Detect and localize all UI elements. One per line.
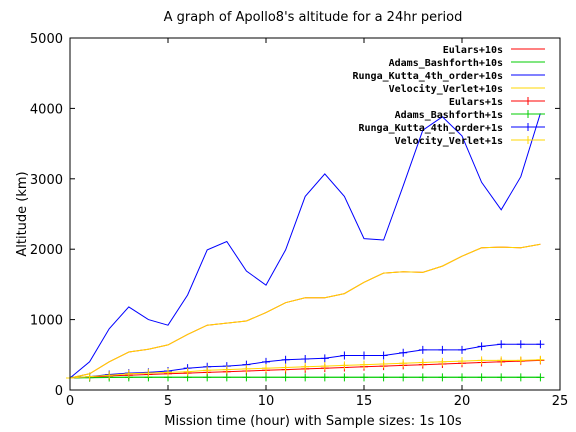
data-point-adams-bashforth-1s: [301, 373, 310, 382]
data-point-velocity-verlet-1s: [340, 361, 349, 370]
data-point-velocity-verlet-1s: [164, 368, 172, 377]
x-tick-label: 0: [66, 394, 74, 409]
legend: Eulars+10s Adams_Bashforth+10s Runga_Kutta…: [352, 45, 545, 147]
data-point-adams-bashforth-1s: [516, 373, 525, 382]
data-point-adams-bashforth-1s: [418, 373, 427, 382]
legend-label: Runga_Kutta_4th_order+10s: [352, 71, 503, 82]
legend-marker: [524, 136, 532, 144]
y-axis-label: Altitude (km): [15, 171, 30, 256]
data-point-adams-bashforth-1s: [281, 373, 290, 382]
data-point-velocity-verlet-1s: [458, 357, 466, 366]
data-point-adams-bashforth-1s: [379, 373, 388, 382]
data-point-velocity-verlet-1s: [262, 364, 270, 373]
data-point-adams-bashforth-1s: [340, 373, 349, 382]
data-point-velocity-verlet-1s: [301, 362, 310, 371]
data-point-velocity-verlet-1s: [536, 355, 545, 364]
data-point-velocity-verlet-1s: [242, 364, 251, 373]
data-point-adams-bashforth-1s: [536, 373, 545, 382]
data-point-velocity-verlet-1s: [477, 356, 486, 365]
data-point-velocity-verlet-1s: [516, 356, 525, 365]
series-line-runga-kutta-4th-order-10s: [69, 113, 541, 379]
y-tick-label: 5000: [30, 32, 63, 47]
y-tick-label: 1000: [30, 314, 63, 329]
data-point-adams-bashforth-1s: [497, 373, 506, 382]
data-point-runga-kutta-4th-order-1s: [301, 355, 310, 364]
data-point-adams-bashforth-1s: [203, 373, 212, 382]
data-point-velocity-verlet-1s: [438, 357, 447, 366]
data-point-runga-kutta-4th-order-1s: [477, 342, 486, 351]
data-point-runga-kutta-4th-order-1s: [340, 351, 349, 360]
legend-label: Adams_Bashforth+1s: [395, 110, 503, 121]
data-point-runga-kutta-4th-order-1s: [536, 340, 545, 349]
data-point-velocity-verlet-1s: [183, 367, 192, 376]
x-axis-label: Mission time (hour) with Sample sizes: 1…: [164, 414, 462, 429]
data-point-velocity-verlet-1s: [85, 372, 94, 381]
plot-frame: [69, 37, 561, 391]
data-point-velocity-verlet-1s: [497, 356, 506, 365]
data-point-adams-bashforth-1s: [399, 373, 408, 382]
data-point-velocity-verlet-1s: [124, 369, 133, 378]
x-tick-label: 5: [164, 394, 172, 409]
data-point-velocity-verlet-1s: [418, 358, 427, 367]
data-point-velocity-verlet-1s: [320, 362, 329, 371]
data-point-runga-kutta-4th-order-1s: [399, 348, 408, 357]
plot-area: [66, 113, 545, 383]
x-tick-label: 25: [552, 394, 569, 409]
legend-marker: [524, 123, 532, 131]
x-tick-label: 20: [454, 394, 471, 409]
data-point-runga-kutta-4th-order-1s: [281, 355, 290, 364]
data-point-runga-kutta-4th-order-1s: [458, 345, 466, 354]
data-point-velocity-verlet-1s: [281, 363, 290, 372]
data-point-runga-kutta-4th-order-1s: [418, 345, 427, 354]
legend-label: Runga_Kutta_4th_order+1s: [359, 123, 504, 134]
y-tick-label: 2000: [30, 243, 63, 258]
data-point-velocity-verlet-1s: [222, 365, 231, 374]
x-tick-label: 10: [258, 394, 275, 409]
x-tick-label: 15: [356, 394, 373, 409]
data-point-adams-bashforth-1s: [222, 373, 231, 382]
legend-label: Eulars+1s: [449, 97, 503, 108]
data-point-velocity-verlet-1s: [144, 369, 153, 378]
data-point-velocity-verlet-1s: [399, 359, 408, 368]
series-line-velocity-verlet-10s: [69, 243, 541, 379]
data-point-velocity-verlet-1s: [203, 366, 212, 375]
data-point-runga-kutta-4th-order-1s: [497, 340, 506, 349]
data-point-adams-bashforth-1s: [477, 373, 486, 382]
data-point-runga-kutta-4th-order-1s: [320, 354, 329, 363]
data-point-runga-kutta-4th-order-1s: [516, 340, 525, 349]
data-point-adams-bashforth-1s: [320, 373, 329, 382]
legend-label: Adams_Bashforth+10s: [389, 58, 503, 69]
legend-marker: [524, 97, 532, 105]
data-point-adams-bashforth-1s: [458, 373, 466, 382]
y-tick-label: 4000: [30, 102, 63, 117]
data-point-adams-bashforth-1s: [242, 373, 251, 382]
y-tick-label: 0: [55, 384, 63, 399]
data-point-runga-kutta-4th-order-1s: [379, 351, 388, 360]
data-point-adams-bashforth-1s: [262, 373, 270, 382]
y-tick-label: 3000: [30, 173, 63, 188]
data-point-adams-bashforth-1s: [438, 373, 447, 382]
data-point-velocity-verlet-1s: [360, 360, 368, 369]
data-point-adams-bashforth-1s: [360, 373, 368, 382]
legend-label: Velocity_Verlet+1s: [395, 135, 503, 147]
legend-label: Eulars+10s: [443, 45, 503, 56]
chart-title: A graph of Apollo8's altitude for a 24hr…: [164, 10, 463, 25]
legend-marker: [524, 110, 532, 118]
legend-label: Velocity_Verlet+10s: [389, 83, 503, 95]
data-point-velocity-verlet-1s: [105, 371, 114, 380]
data-point-runga-kutta-4th-order-1s: [360, 351, 368, 360]
data-point-velocity-verlet-1s: [379, 359, 388, 368]
data-point-runga-kutta-4th-order-1s: [438, 345, 447, 354]
axis-ticks: 0 5 10 15 20 25 0 1000 2000 3000 4000 5000: [30, 32, 568, 409]
